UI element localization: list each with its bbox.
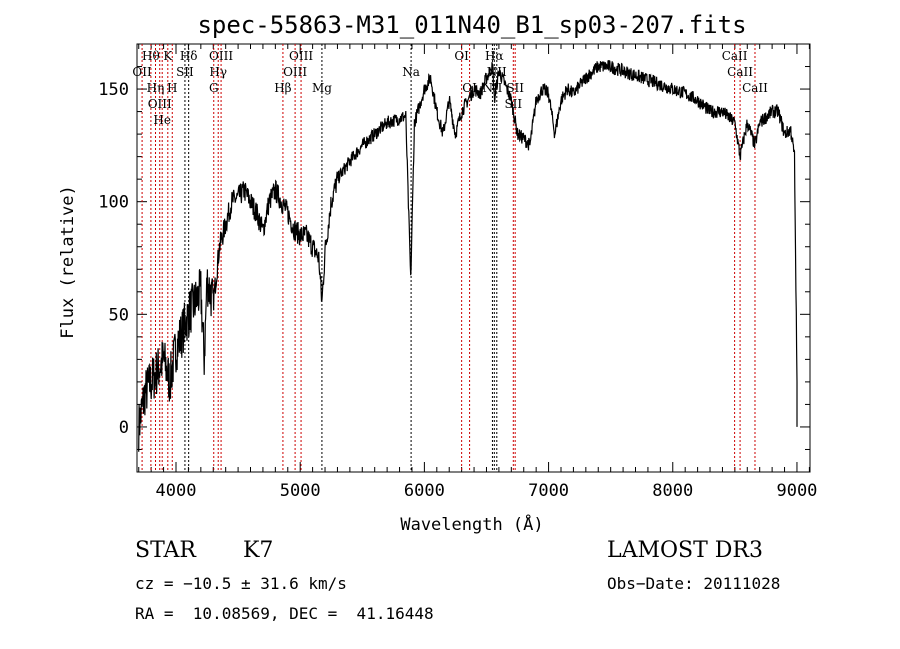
spectral-line-label: Hη bbox=[147, 81, 165, 95]
spectral-line-label: SII bbox=[504, 97, 522, 111]
x-tick-label: 7000 bbox=[528, 481, 569, 501]
spectral-line-label: Hθ bbox=[142, 49, 160, 63]
spectral-line-label: OIII bbox=[148, 97, 172, 111]
obs-date: Obs−Date: 20111028 bbox=[607, 574, 781, 593]
y-tick-label: 0 bbox=[119, 418, 129, 438]
plot-frame bbox=[136, 43, 811, 473]
spectrum-line bbox=[138, 60, 798, 452]
x-tick-label: 5000 bbox=[280, 481, 321, 501]
object-subclass: K7 bbox=[243, 538, 274, 563]
object-class: STAR bbox=[135, 538, 196, 563]
spectral-line-label: SII bbox=[176, 65, 194, 79]
spectral-line-label: NII bbox=[482, 81, 502, 95]
spectral-line-label: He bbox=[153, 113, 171, 127]
spectral-line-label: OI bbox=[454, 49, 469, 63]
spectral-line-label: H bbox=[167, 81, 177, 95]
spectral-line-label: SII bbox=[506, 81, 524, 95]
x-tick-label: 6000 bbox=[404, 481, 445, 501]
y-tick-label: 150 bbox=[98, 80, 129, 100]
spectral-line-label: K bbox=[163, 49, 173, 63]
redshift-cz: cz = −10.5 ± 31.6 km/s bbox=[135, 574, 347, 593]
spectral-line-label: Hβ bbox=[274, 81, 291, 95]
spectral-line-label: Hα bbox=[485, 49, 504, 63]
spectral-line-label: Mg bbox=[312, 81, 332, 95]
survey-name: LAMOST DR3 bbox=[607, 538, 763, 563]
spectral-line-label: Hγ bbox=[209, 65, 227, 79]
spectral-line-label: CaII bbox=[727, 65, 753, 79]
x-tick-label: 8000 bbox=[652, 481, 693, 501]
spectral-line-label: OII bbox=[132, 65, 152, 79]
y-tick-label: 50 bbox=[109, 305, 129, 325]
spectral-line-label: OIII bbox=[289, 49, 313, 63]
spectral-line-label: Hδ bbox=[180, 49, 198, 63]
spectral-line-label: CaII bbox=[722, 49, 748, 63]
spectral-line-label: CaII bbox=[742, 81, 768, 95]
x-tick-label: 4000 bbox=[156, 481, 197, 501]
spectral-line-label: OIII bbox=[209, 49, 233, 63]
spectral-line-label: Na bbox=[402, 65, 420, 79]
chart-title: spec-55863-M31_011N40_B1_sp03-207.fits bbox=[197, 11, 746, 39]
x-tick-label: 9000 bbox=[776, 481, 817, 501]
coordinates: RA = 10.08569, DEC = 41.16448 bbox=[135, 604, 434, 623]
spectral-line-label: OIII bbox=[283, 65, 307, 79]
x-axis-label: Wavelength (Å) bbox=[400, 513, 543, 535]
y-axis-label: Flux (relative) bbox=[58, 185, 78, 339]
y-tick-label: 100 bbox=[98, 193, 129, 213]
spectral-line-label: G bbox=[209, 81, 219, 95]
